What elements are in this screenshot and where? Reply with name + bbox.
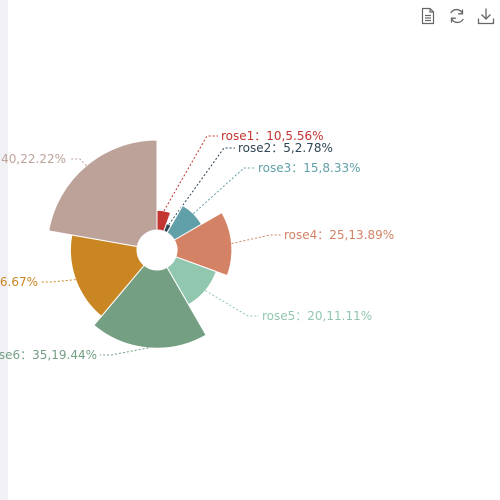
left-panel-edge <box>0 0 8 500</box>
label-line-rose3 <box>193 167 255 215</box>
label-line-rose1 <box>163 135 218 212</box>
data-label-rose2: rose2：5,2.78% <box>238 141 333 155</box>
rose-slice-rose1[interactable] <box>156 209 172 232</box>
rose-slice-rose5[interactable] <box>166 256 217 306</box>
rose-slice-rose4[interactable] <box>173 211 233 277</box>
save-as-image-icon[interactable] <box>474 5 498 27</box>
data-view-icon[interactable] <box>416 5 440 27</box>
data-label-rose3: rose3：15,8.33% <box>258 161 361 175</box>
data-label-rose8: rose8：40,22.22% <box>0 152 66 166</box>
label-line-rose8 <box>69 158 87 167</box>
restore-icon[interactable] <box>445 5 469 27</box>
label-line-rose7 <box>41 279 76 283</box>
label-line-rose5 <box>205 290 259 317</box>
data-label-rose4: rose4：25,13.89% <box>284 228 394 242</box>
label-line-rose6 <box>100 347 149 356</box>
data-label-rose7: rose7：30,16.67% <box>0 275 38 289</box>
rose-slice-rose7[interactable] <box>69 234 145 318</box>
chart-toolbox <box>416 5 498 27</box>
data-label-rose6: rose6：35,19.44% <box>0 348 97 362</box>
rose-slice-rose8[interactable] <box>48 139 158 248</box>
label-line-rose4 <box>231 234 281 244</box>
data-label-rose5: rose5：20,11.11% <box>262 309 372 323</box>
label-line-rose2 <box>168 147 235 225</box>
rose-slice-rose6[interactable] <box>93 264 207 349</box>
data-label-rose1: rose1：10,5.56% <box>221 129 324 143</box>
